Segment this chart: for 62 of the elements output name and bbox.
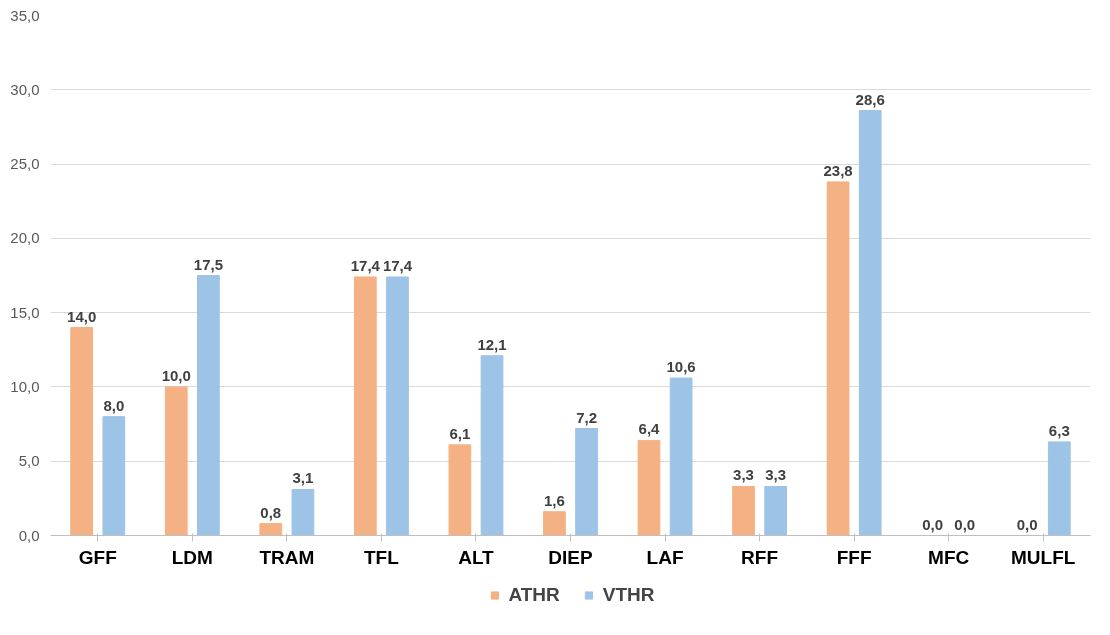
legend-label: VTHR xyxy=(602,584,655,606)
data-label: 10,0 xyxy=(161,366,191,384)
x-tick-label: TRAM xyxy=(259,546,315,568)
bar xyxy=(448,444,472,536)
x-tick-label: LDM xyxy=(171,546,213,568)
data-label: 7,2 xyxy=(576,408,598,426)
legend-label: ATHR xyxy=(508,584,560,606)
y-tick-label: 0,0 xyxy=(18,526,40,544)
bar xyxy=(764,485,788,536)
bar xyxy=(669,377,693,536)
bar xyxy=(575,428,598,536)
y-tick-label: 10,0 xyxy=(10,377,40,395)
data-label: 0,8 xyxy=(260,503,282,521)
data-label: 0,0 xyxy=(954,515,976,533)
bar xyxy=(480,355,504,536)
y-tick-label: 5,0 xyxy=(18,452,40,470)
data-label: 8,0 xyxy=(103,396,125,414)
y-tick-label: 20,0 xyxy=(10,229,40,247)
x-tick-label: TFL xyxy=(364,546,400,568)
data-label: 3,3 xyxy=(765,466,787,484)
bar xyxy=(353,276,377,536)
data-label: 28,6 xyxy=(855,90,885,108)
x-tick-label: LAF xyxy=(646,546,684,568)
y-tick-label: 25,0 xyxy=(10,155,40,173)
x-tick-label: DIEP xyxy=(548,546,593,568)
x-tick-label: RFF xyxy=(741,546,779,568)
x-tick-label: MFC xyxy=(928,546,970,568)
bar xyxy=(543,511,566,536)
y-tick-label: 35,0 xyxy=(10,6,40,24)
bar xyxy=(732,485,755,536)
data-label: 17,5 xyxy=(193,255,223,273)
bar xyxy=(291,488,315,536)
data-label: 6,1 xyxy=(449,424,471,442)
data-label: 0,0 xyxy=(922,515,944,533)
x-tick-label: ALT xyxy=(458,546,495,568)
data-label: 17,4 xyxy=(350,256,381,274)
data-label: 6,4 xyxy=(638,420,661,438)
bar xyxy=(70,327,94,536)
data-label: 3,1 xyxy=(292,469,314,487)
bar xyxy=(164,386,188,536)
bar xyxy=(102,416,126,536)
data-label: 6,3 xyxy=(1048,421,1070,439)
data-label: 23,8 xyxy=(823,161,853,179)
bar xyxy=(259,523,283,536)
x-tick-label: FFF xyxy=(836,546,872,568)
bar xyxy=(826,181,850,536)
bar xyxy=(1047,441,1071,536)
y-tick-label: 30,0 xyxy=(10,80,40,98)
x-tick-label: MULFL xyxy=(1011,546,1076,568)
x-tick-label: GFF xyxy=(78,546,117,568)
data-label: 12,1 xyxy=(477,335,507,353)
data-label: 10,6 xyxy=(666,358,696,376)
bar xyxy=(197,275,220,536)
data-label: 17,4 xyxy=(382,256,413,274)
bar xyxy=(637,439,661,536)
data-label: 1,6 xyxy=(544,491,565,509)
data-label: 3,3 xyxy=(733,466,754,484)
bar xyxy=(858,110,882,536)
y-tick-label: 15,0 xyxy=(10,303,40,321)
bar xyxy=(386,276,409,536)
data-label: 0,0 xyxy=(1016,515,1038,533)
data-label: 14,0 xyxy=(67,307,97,325)
